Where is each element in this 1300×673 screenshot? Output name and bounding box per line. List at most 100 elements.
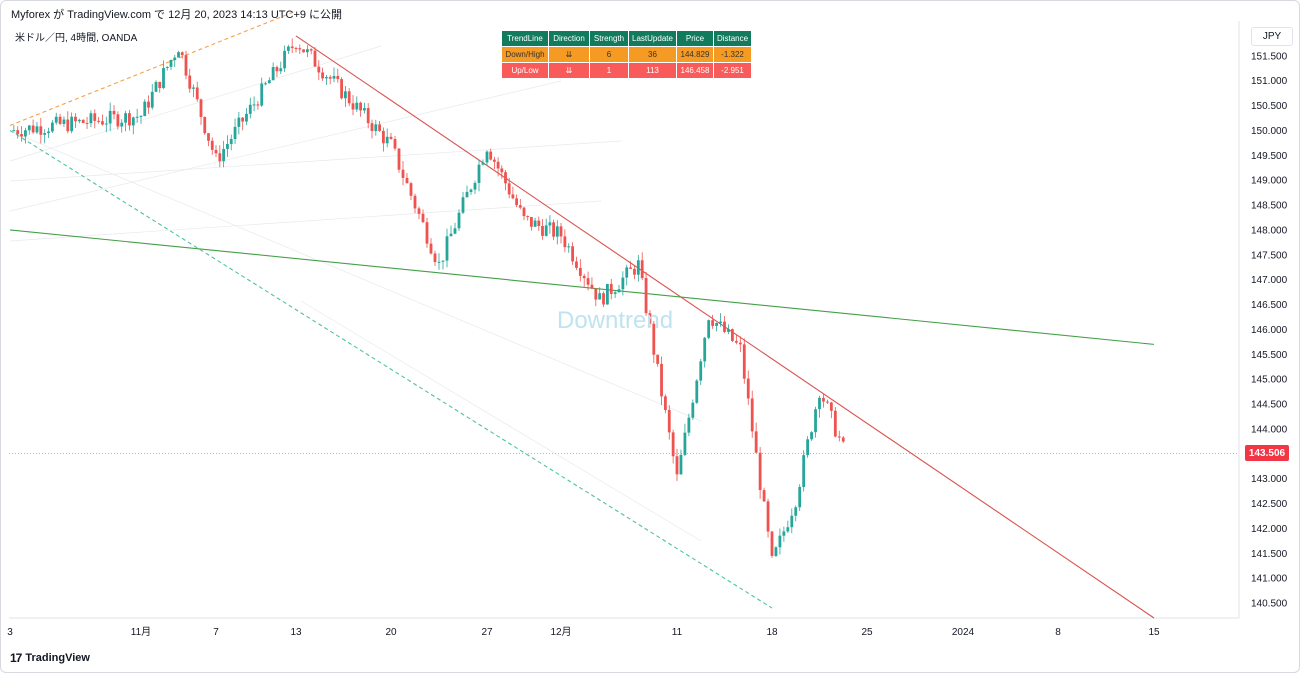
candle-body bbox=[723, 321, 726, 332]
y-tick-label: 144.500 bbox=[1251, 400, 1288, 411]
candle-body bbox=[39, 126, 43, 135]
candle-body bbox=[421, 213, 425, 223]
candle-body bbox=[31, 125, 35, 133]
candle-body bbox=[687, 417, 691, 433]
candle-body bbox=[794, 507, 798, 516]
candle-body bbox=[625, 267, 629, 278]
candle-body bbox=[504, 172, 507, 184]
fan-line bbox=[300, 300, 702, 542]
y-tick-label: 148.500 bbox=[1251, 201, 1288, 212]
candle-body bbox=[648, 313, 652, 324]
x-tick-label: 18 bbox=[766, 627, 778, 638]
candle-body bbox=[389, 136, 393, 140]
candle-body bbox=[256, 104, 260, 106]
candle-body bbox=[294, 48, 298, 50]
candle-body bbox=[758, 452, 762, 491]
candle-body bbox=[548, 222, 552, 226]
candle-body bbox=[131, 117, 135, 126]
candle-body bbox=[541, 226, 544, 236]
candle-body bbox=[192, 87, 195, 89]
candle-body bbox=[143, 101, 147, 117]
candle-body bbox=[473, 182, 477, 190]
candle-body bbox=[81, 119, 85, 123]
candle-body bbox=[340, 79, 343, 99]
candle-body bbox=[453, 228, 457, 234]
candle-body bbox=[47, 131, 50, 134]
candle-body bbox=[734, 340, 738, 343]
table-cell: 1 bbox=[589, 62, 629, 79]
candle-body bbox=[147, 101, 150, 108]
y-tick-label: 142.000 bbox=[1251, 524, 1288, 535]
x-tick-label: 13 bbox=[290, 627, 302, 638]
candle-body bbox=[321, 72, 324, 79]
candle-body bbox=[586, 278, 590, 285]
candle-body bbox=[413, 195, 417, 209]
table-cell: ⇊ bbox=[548, 62, 590, 79]
candle-body bbox=[695, 380, 699, 403]
candle-body bbox=[332, 75, 336, 79]
candle-body bbox=[457, 212, 461, 229]
y-tick-label: 151.000 bbox=[1251, 76, 1288, 87]
candle-body bbox=[679, 454, 683, 475]
tradingview-brand[interactable]: 17 TradingView bbox=[10, 651, 90, 665]
candle-body bbox=[633, 268, 636, 275]
table-cell: -1.322 bbox=[713, 46, 752, 63]
candle-body bbox=[425, 222, 429, 244]
table-cell: 6 bbox=[589, 46, 629, 63]
table-header-cell: Price bbox=[676, 30, 714, 47]
x-tick-label: 11 bbox=[672, 627, 683, 638]
candle-body bbox=[699, 361, 703, 381]
candle-body bbox=[826, 401, 829, 403]
candle-body bbox=[598, 293, 602, 300]
candle-body bbox=[582, 275, 586, 279]
candle-body bbox=[226, 143, 229, 149]
candle-body bbox=[306, 49, 309, 53]
y-tick-label: 149.500 bbox=[1251, 151, 1288, 162]
fan-line bbox=[9, 200, 602, 242]
candle-body bbox=[660, 363, 663, 397]
candle-body bbox=[89, 113, 93, 124]
table-header-cell: LastUpdate bbox=[628, 30, 677, 47]
candle-body bbox=[571, 246, 574, 262]
candle-body bbox=[802, 455, 806, 487]
candle-body bbox=[158, 81, 162, 88]
candle-body bbox=[766, 501, 770, 532]
candle-body bbox=[559, 226, 563, 237]
table-header-cell: Direction bbox=[548, 30, 590, 47]
candle-body bbox=[806, 439, 810, 456]
candle-body bbox=[606, 283, 609, 305]
symbol-info[interactable]: 米ドル／円, 4時間, OANDA bbox=[15, 33, 138, 44]
candle-body bbox=[248, 104, 252, 114]
candle-body bbox=[537, 220, 541, 227]
candle-body bbox=[347, 91, 351, 104]
candle-body bbox=[575, 261, 578, 268]
candle-body bbox=[469, 189, 473, 192]
candle-body bbox=[750, 398, 754, 432]
candle-body bbox=[526, 216, 530, 218]
candle-body bbox=[382, 130, 385, 144]
candle-body bbox=[271, 67, 275, 81]
candle-body bbox=[782, 531, 786, 536]
table-cell: ⇊ bbox=[548, 46, 590, 63]
candle-body bbox=[229, 139, 233, 144]
candle-body bbox=[135, 116, 139, 118]
candle-body bbox=[97, 120, 101, 122]
candle-body bbox=[465, 191, 469, 198]
candle-body bbox=[116, 114, 120, 127]
publish-info: Myforex が TradingView.com で 12月 20, 2023… bbox=[11, 9, 343, 21]
candle-body bbox=[50, 122, 54, 132]
candle-body bbox=[613, 292, 617, 294]
x-tick-label: 3 bbox=[7, 627, 13, 638]
candle-body bbox=[629, 267, 632, 269]
candle-body bbox=[719, 321, 722, 324]
table-row: Down/High ⇊ 6 36 144.829 -1.322 bbox=[501, 46, 752, 63]
candle-body bbox=[344, 91, 347, 99]
currency-button[interactable]: JPY bbox=[1251, 27, 1293, 46]
last-price-label: 143.506 bbox=[1245, 445, 1289, 461]
candle-body bbox=[336, 75, 340, 80]
candle-body bbox=[128, 113, 131, 126]
candle-body bbox=[218, 153, 222, 162]
y-tick-label: 150.500 bbox=[1251, 101, 1288, 112]
candle-body bbox=[671, 432, 675, 457]
